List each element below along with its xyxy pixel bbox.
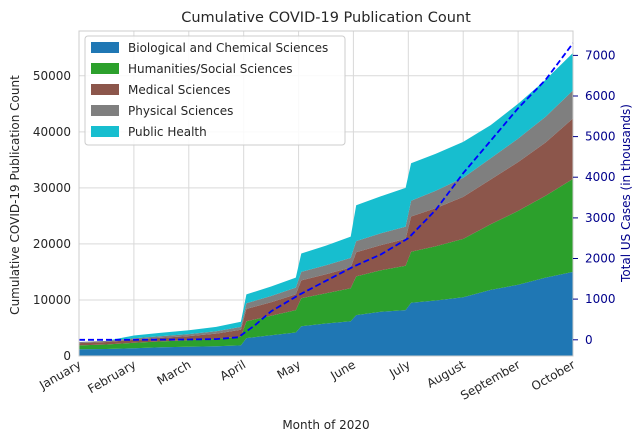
y2-tick-label: 0 [585, 333, 593, 347]
us-cases-line [79, 42, 574, 341]
y2-tick-label: 7000 [585, 48, 616, 62]
chart-title: Cumulative COVID-19 Publication Count [181, 10, 471, 26]
legend-swatch [91, 105, 119, 116]
area-humanities-social-sciences [79, 178, 573, 350]
y-tick-label: 10000 [33, 293, 71, 307]
y-tick-label: 40000 [33, 125, 71, 139]
y2-axis-ticks: 0 1000 2000 3000 4000 5000 6000 7000 [573, 48, 616, 347]
plot-frame [78, 30, 574, 357]
y2-tick-label: 4000 [585, 170, 616, 184]
y2-tick-label: 6000 [585, 89, 616, 103]
legend-swatch [91, 42, 119, 53]
overlay-line-group [79, 42, 574, 341]
y-axis-ticks: 0 10000 20000 30000 40000 50000 [33, 69, 71, 363]
legend-label: Physical Sciences [128, 104, 233, 118]
area-biological-and-chemical-sciences [79, 271, 573, 356]
y-tick-label: 20000 [33, 237, 71, 251]
y2-tick-label: 1000 [585, 292, 616, 306]
legend-label: Medical Sciences [128, 83, 231, 97]
legend-swatch [91, 84, 119, 95]
y-tick-label: 30000 [33, 181, 71, 195]
x-axis-label: Month of 2020 [282, 418, 369, 432]
legend-label: Humanities/Social Sciences [128, 62, 293, 76]
legend-label: Biological and Chemical Sciences [128, 41, 328, 55]
y2-tick-label: 5000 [585, 130, 616, 144]
y2-tick-label: 2000 [585, 252, 616, 266]
y-tick-label: 0 [63, 349, 71, 363]
legend-frame [84, 35, 346, 146]
y-axis-label: Cumulative COVID-19 Publication Count [8, 75, 22, 315]
legend: Biological and Chemical Sciences Humaniti… [84, 35, 346, 146]
y-tick-label: 50000 [33, 69, 71, 83]
area-medical-sciences [79, 118, 573, 346]
y2-axis-label: Total US Cases (in thousands) [619, 104, 633, 283]
stacked-areas [79, 52, 573, 356]
y2-tick-label: 3000 [585, 211, 616, 225]
legend-swatch [91, 63, 119, 74]
legend-swatch [91, 126, 119, 137]
legend-label: Public Health [128, 125, 207, 139]
